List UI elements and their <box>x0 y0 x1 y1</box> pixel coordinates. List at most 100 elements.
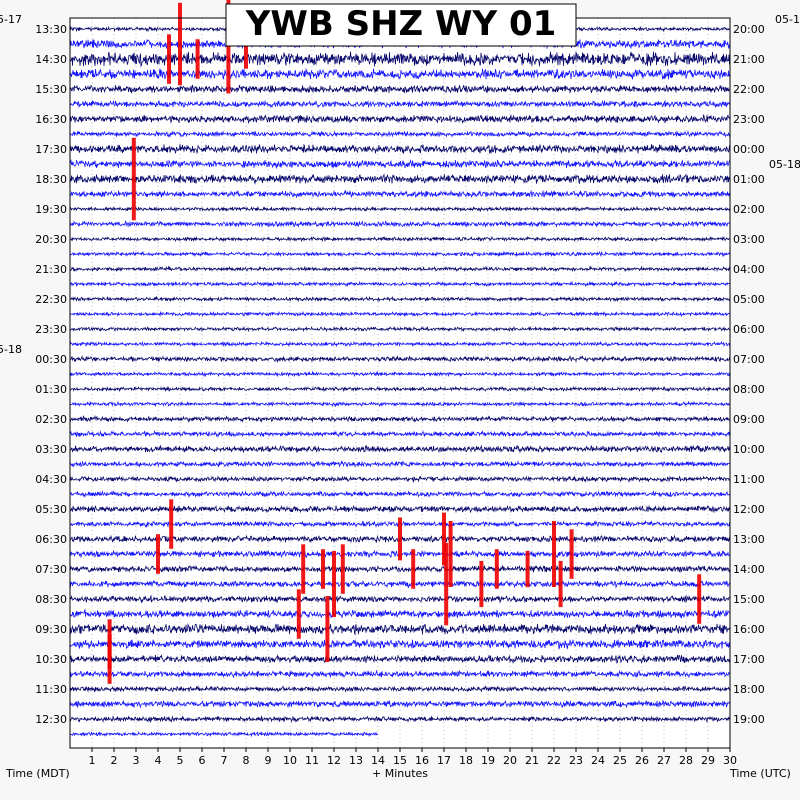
trace-row <box>69 400 731 408</box>
trace-row <box>69 84 731 95</box>
trace-row <box>69 99 731 109</box>
left-hour-label: 17:30 <box>35 143 67 156</box>
date-labels: 05-17 05-18 05-1 05-18 <box>0 13 800 356</box>
trace-row <box>69 143 731 155</box>
x-tick-label: 1 <box>89 754 96 767</box>
x-tick-label: 29 <box>701 754 715 767</box>
trace-row <box>69 579 731 589</box>
x-tick-label: 14 <box>371 754 385 767</box>
left-hour-label: 19:30 <box>35 203 67 216</box>
event-spike <box>296 589 301 639</box>
event-spike <box>340 544 345 594</box>
x-tick-label: 5 <box>177 754 184 767</box>
x-tick-label: 20 <box>503 754 517 767</box>
x-tick-label: 28 <box>679 754 693 767</box>
trace-row <box>69 205 731 213</box>
left-hour-label: 21:30 <box>35 263 67 276</box>
right-hour-label: 01:00 <box>733 173 765 186</box>
x-tick-label: 25 <box>613 754 627 767</box>
left-hour-label: 14:30 <box>35 53 67 66</box>
left-hour-label: 08:30 <box>35 593 67 606</box>
right-hour-label: 07:00 <box>733 353 765 366</box>
left-hour-label: 02:30 <box>35 413 67 426</box>
x-tick-label: 10 <box>283 754 297 767</box>
event-spike <box>325 596 330 662</box>
trace-row <box>69 265 731 273</box>
right-hour-label: 10:00 <box>733 443 765 456</box>
event-spike <box>569 529 574 579</box>
left-hour-label: 13:30 <box>35 23 67 36</box>
left-hour-label: 18:30 <box>35 173 67 186</box>
left-hour-labels: 13:30 14:30 15:30 16:30 17:30 18:30 19:30 20:30… <box>35 23 67 726</box>
chart-title: YWB SHZ WY 01 <box>245 4 557 44</box>
trace-row <box>69 730 379 738</box>
x-tick-label: 26 <box>635 754 649 767</box>
x-tick-label: 23 <box>569 754 583 767</box>
right-hour-label: 02:00 <box>733 203 765 216</box>
left-hour-label: 09:30 <box>35 623 67 636</box>
right-hour-label: 20:00 <box>733 23 765 36</box>
left-hour-label: 06:30 <box>35 533 67 546</box>
left-hour-label: 04:30 <box>35 473 67 486</box>
trace-row <box>69 189 731 199</box>
trace-row <box>69 684 731 693</box>
event-spike <box>131 137 136 221</box>
trace-row <box>69 385 731 393</box>
x-axis-ticks: 1 2 3 4 5 6 7 8 9 10 11 12 13 14 15 16 17 18 19 20 21 22 23 24 2… <box>89 748 737 767</box>
trace-row <box>69 280 731 288</box>
left-hour-label: 05:30 <box>35 503 67 516</box>
right-hour-label: 11:00 <box>733 473 765 486</box>
x-tick-label: 6 <box>199 754 206 767</box>
event-spike <box>332 551 336 617</box>
trace-row <box>69 699 731 709</box>
event-spike <box>479 560 484 608</box>
event-spike <box>444 542 449 626</box>
right-hour-label: 14:00 <box>733 563 765 576</box>
trace-row <box>69 370 731 378</box>
x-tick-label: 19 <box>481 754 495 767</box>
event-spike <box>301 544 306 594</box>
right-hour-label: 21:00 <box>733 53 765 66</box>
event-spike <box>167 34 171 84</box>
right-hour-label: 17:00 <box>733 653 765 666</box>
event-spike <box>525 550 530 588</box>
right-hour-label: 15:00 <box>733 593 765 606</box>
x-tick-label: 21 <box>525 754 539 767</box>
x-tick-label: 4 <box>155 754 162 767</box>
x-axis-label: + Minutes <box>372 767 428 780</box>
right-hour-label: 22:00 <box>733 83 765 96</box>
trace-row <box>70 653 731 664</box>
event-spike <box>107 634 112 684</box>
x-tick-label: 15 <box>393 754 407 767</box>
trace-row <box>69 564 731 574</box>
event-spike <box>195 39 200 79</box>
left-hour-label: 03:30 <box>35 443 67 456</box>
left-date-label: 05-17 <box>0 13 22 26</box>
trace-row <box>69 173 731 185</box>
x-tick-label: 3 <box>133 754 140 767</box>
left-hour-label: 07:30 <box>35 563 67 576</box>
left-hour-label: 10:30 <box>35 653 67 666</box>
right-hour-label: 00:00 <box>733 143 765 156</box>
left-hour-label: 20:30 <box>35 233 67 246</box>
trace-row <box>69 414 731 423</box>
x-tick-label: 7 <box>221 754 228 767</box>
right-date-label: 05-18 <box>769 158 800 171</box>
right-hour-label: 05:00 <box>733 293 765 306</box>
trace-row <box>69 490 731 498</box>
right-hour-label: 18:00 <box>733 683 765 696</box>
x-tick-label: 30 <box>723 754 737 767</box>
right-axis-label: Time (UTC) <box>729 767 791 780</box>
right-hour-label: 06:00 <box>733 323 765 336</box>
right-hour-labels: 20:00 21:00 22:00 23:00 00:00 01:00 02:00 03:00… <box>733 23 765 726</box>
trace-row <box>69 325 731 333</box>
left-hour-label: 22:30 <box>35 293 67 306</box>
event-spike <box>552 521 556 587</box>
event-spike <box>169 499 174 549</box>
left-hour-label: 23:30 <box>35 323 67 336</box>
right-hour-label: 12:00 <box>733 503 765 516</box>
event-spike <box>558 560 563 608</box>
x-tick-label: 12 <box>327 754 341 767</box>
